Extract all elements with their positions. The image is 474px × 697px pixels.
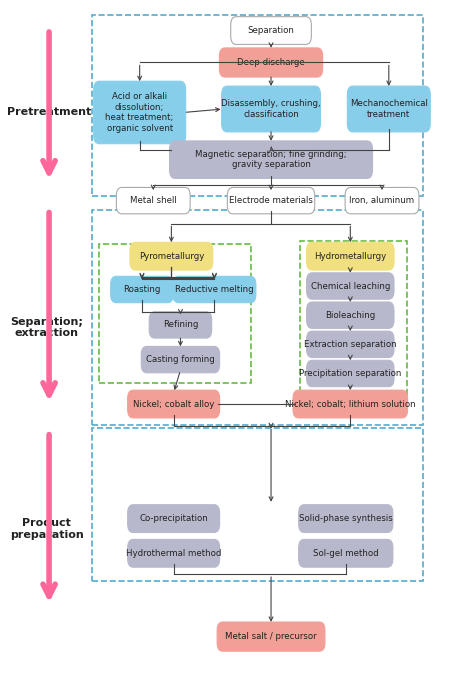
Text: Sol-gel method: Sol-gel method [313,549,379,558]
FancyBboxPatch shape [228,187,315,214]
FancyBboxPatch shape [217,622,325,651]
FancyBboxPatch shape [222,86,320,132]
Text: Solid-phase synthesis: Solid-phase synthesis [299,514,392,523]
Text: Disassembly, crushing,
classification: Disassembly, crushing, classification [221,99,321,118]
FancyBboxPatch shape [307,331,394,358]
FancyBboxPatch shape [299,539,393,567]
Text: Acid or alkali
dissolution;
heat treatment;
organic solvent: Acid or alkali dissolution; heat treatme… [106,93,174,132]
Text: Roasting: Roasting [123,285,161,294]
Text: Deep discharge: Deep discharge [237,58,305,67]
Text: Co-precipitation: Co-precipitation [139,514,208,523]
FancyBboxPatch shape [345,187,419,214]
Text: Separation: Separation [247,26,294,35]
Text: Pyrometallurgy: Pyrometallurgy [139,252,204,261]
Text: Extraction separation: Extraction separation [304,340,397,348]
FancyBboxPatch shape [111,276,173,302]
Text: Bioleaching: Bioleaching [325,311,375,320]
FancyBboxPatch shape [307,273,394,299]
Text: Iron, aluminum: Iron, aluminum [349,196,415,205]
FancyBboxPatch shape [128,390,219,418]
Text: Chemical leaching: Chemical leaching [310,282,390,291]
FancyBboxPatch shape [128,505,219,533]
FancyBboxPatch shape [231,17,311,45]
Text: Pretreatment: Pretreatment [7,107,91,118]
FancyBboxPatch shape [307,243,394,270]
FancyBboxPatch shape [170,141,373,178]
Bar [99,245,251,383]
Text: Metal salt / precursor: Metal salt / precursor [225,632,317,641]
Text: Mechanochemical
treatment: Mechanochemical treatment [350,99,428,118]
FancyBboxPatch shape [347,86,430,132]
Bar [301,241,407,394]
Text: Hydrometallurgy: Hydrometallurgy [314,252,386,261]
FancyBboxPatch shape [173,276,256,302]
Text: Electrode materials: Electrode materials [229,196,313,205]
Bar [92,210,423,425]
Text: Metal shell: Metal shell [130,196,177,205]
FancyBboxPatch shape [299,505,393,533]
FancyBboxPatch shape [128,539,219,567]
Text: Refining: Refining [163,321,198,330]
Text: Separation;
extraction: Separation; extraction [10,317,83,339]
Bar [92,15,423,196]
FancyBboxPatch shape [141,346,219,373]
Text: Nickel; cobalt alloy: Nickel; cobalt alloy [133,399,214,408]
FancyBboxPatch shape [293,390,408,418]
Bar [92,429,423,581]
FancyBboxPatch shape [307,302,394,328]
FancyBboxPatch shape [116,187,190,214]
Text: Product
preparation: Product preparation [10,518,84,539]
FancyBboxPatch shape [94,82,186,144]
FancyBboxPatch shape [130,243,213,270]
Text: Precipitation separation: Precipitation separation [299,369,401,378]
Text: Casting forming: Casting forming [146,355,215,364]
Text: Hydrothermal method: Hydrothermal method [126,549,221,558]
Text: Nickel; cobalt; lithium solution: Nickel; cobalt; lithium solution [285,399,416,408]
Text: Reductive melting: Reductive melting [175,285,254,294]
FancyBboxPatch shape [307,360,394,387]
Text: Magnetic separation; fine grinding;
gravity separation: Magnetic separation; fine grinding; grav… [195,150,347,169]
FancyBboxPatch shape [149,312,212,338]
FancyBboxPatch shape [219,48,323,77]
